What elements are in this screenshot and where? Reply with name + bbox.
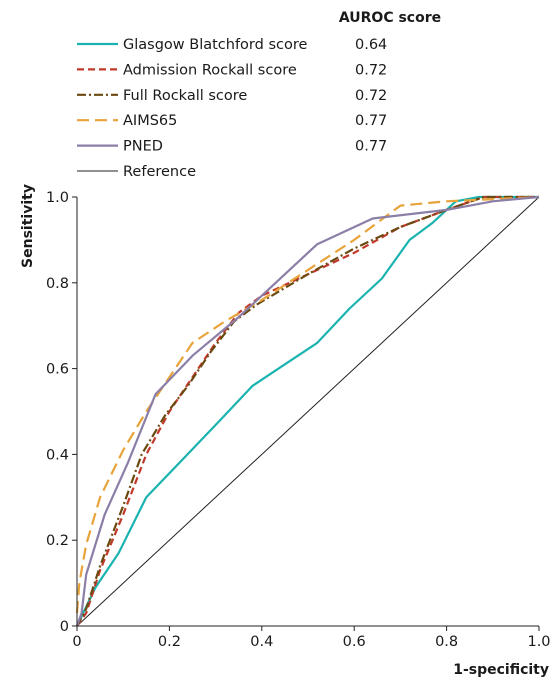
x-tick-label: 0: [72, 634, 81, 650]
legend-auroc-value: 0.72: [355, 88, 387, 104]
y-tick-label: 0.6: [46, 362, 69, 378]
x-tick-label: 0.8: [435, 634, 458, 650]
y-tick-label: 0.4: [46, 447, 69, 463]
legend-label: PNED: [123, 139, 163, 155]
legend-label: AIMS65: [123, 113, 177, 129]
x-tick-label: 0.2: [158, 634, 181, 650]
axes: 0 0.2 0.4 0.6 0.8 1.0 0 0.2 0.4 0.6 0.8 1.0: [46, 190, 551, 650]
legend-label: Full Rockall score: [123, 88, 247, 104]
series-line-aims65: [75, 195, 540, 614]
series-line-glasgow-blatchford-score: [76, 195, 539, 627]
legend-header: AUROC score: [339, 10, 441, 26]
legend: Glasgow Blatchford score 0.64 Admission Ro…: [77, 37, 387, 180]
series-lines: [75, 195, 540, 627]
series-line-full-rockall-score: [76, 195, 539, 627]
legend-label: Glasgow Blatchford score: [123, 37, 307, 53]
x-tick-label: 0.4: [250, 634, 273, 650]
series-line-pned: [75, 195, 540, 627]
x-axis-title: 1-specificity: [453, 662, 549, 678]
y-axis-title: Sensitivity: [20, 184, 36, 268]
y-tick-label: 0.8: [46, 276, 69, 292]
reference-line: [76, 196, 540, 627]
legend-label: Reference: [123, 164, 196, 180]
legend-label: Admission Rockall score: [123, 62, 297, 78]
y-tick-label: 1.0: [46, 190, 69, 206]
series-line-reference: [76, 196, 540, 627]
legend-auroc-value: 0.64: [355, 37, 387, 53]
legend-auroc-value: 0.77: [355, 113, 387, 129]
x-tick-label: 1.0: [527, 634, 550, 650]
legend-auroc-value: 0.72: [355, 62, 387, 78]
x-tick-label: 0.6: [343, 634, 366, 650]
y-tick-label: 0.2: [46, 533, 69, 549]
legend-auroc-value: 0.77: [355, 139, 387, 155]
y-tick-label: 0: [60, 619, 69, 635]
